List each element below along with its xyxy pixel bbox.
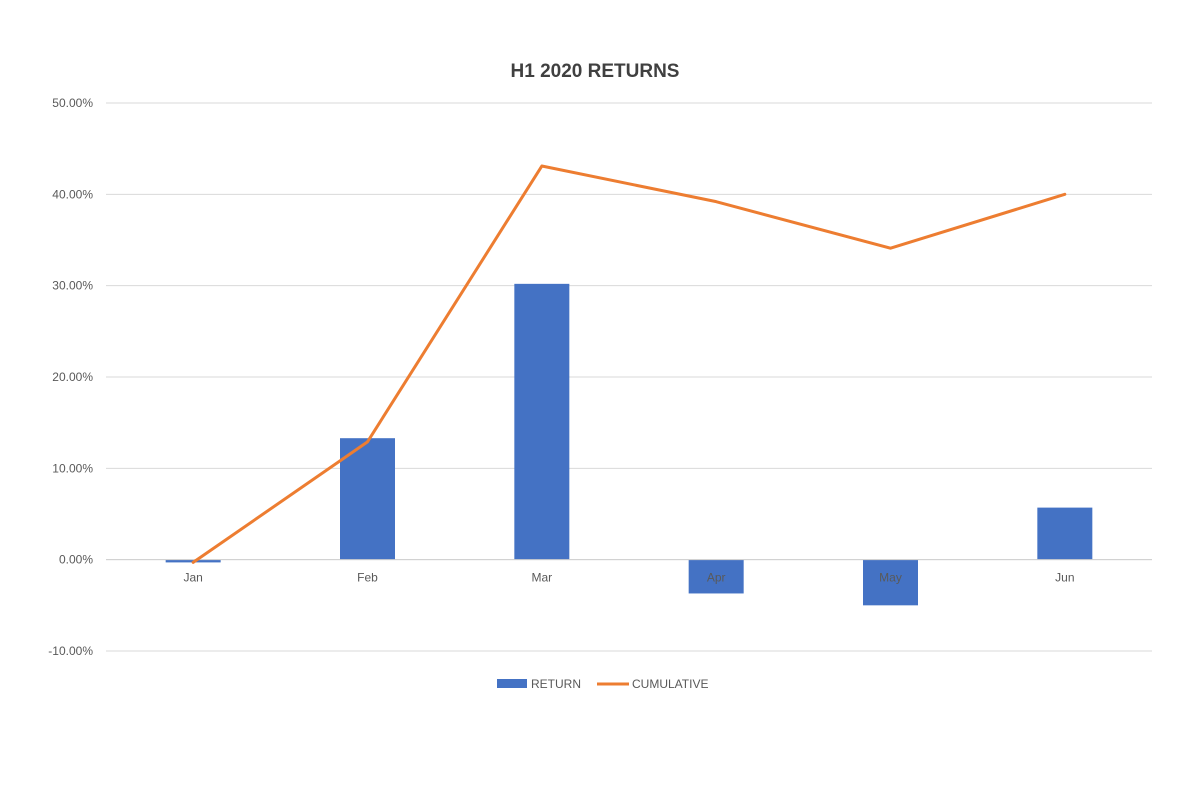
line-series	[191, 164, 1067, 564]
chart-title: H1 2020 RETURNS	[511, 61, 680, 82]
legend: RETURN CUMULATIVE	[497, 677, 708, 691]
legend-swatch-return	[497, 679, 527, 688]
bar-return	[863, 559, 918, 606]
y-tick-label: 10.00%	[52, 461, 93, 475]
x-tick-label: Feb	[357, 571, 378, 585]
legend-label-cumulative: CUMULATIVE	[632, 677, 708, 691]
y-tick-label: 0.00%	[59, 553, 93, 567]
y-tick-label: 50.00%	[52, 96, 93, 110]
legend-label-return: RETURN	[531, 677, 581, 691]
line-cumulative	[191, 164, 1067, 564]
bar-return	[340, 438, 395, 560]
y-tick-label: 20.00%	[52, 370, 93, 384]
y-tick-labels: -10.00% 0.00% 10.00% 20.00% 30.00% 40.00% 50.0…	[48, 96, 93, 658]
y-tick-label: -10.00%	[48, 644, 93, 658]
y-tick-label: 40.00%	[52, 187, 93, 201]
x-tick-label: Jan	[183, 571, 202, 585]
bar-return	[514, 283, 570, 560]
bar-return	[1037, 507, 1093, 560]
x-tick-label: Apr	[707, 571, 726, 585]
x-tick-label: May	[879, 571, 902, 585]
x-tick-label: Mar	[531, 571, 552, 585]
bar-return	[688, 559, 744, 594]
bars	[165, 283, 1093, 606]
y-tick-label: 30.00%	[52, 279, 93, 293]
x-tick-labels: Jan Feb Mar Apr May Jun	[183, 571, 1074, 585]
x-tick-label: Jun	[1055, 571, 1074, 585]
